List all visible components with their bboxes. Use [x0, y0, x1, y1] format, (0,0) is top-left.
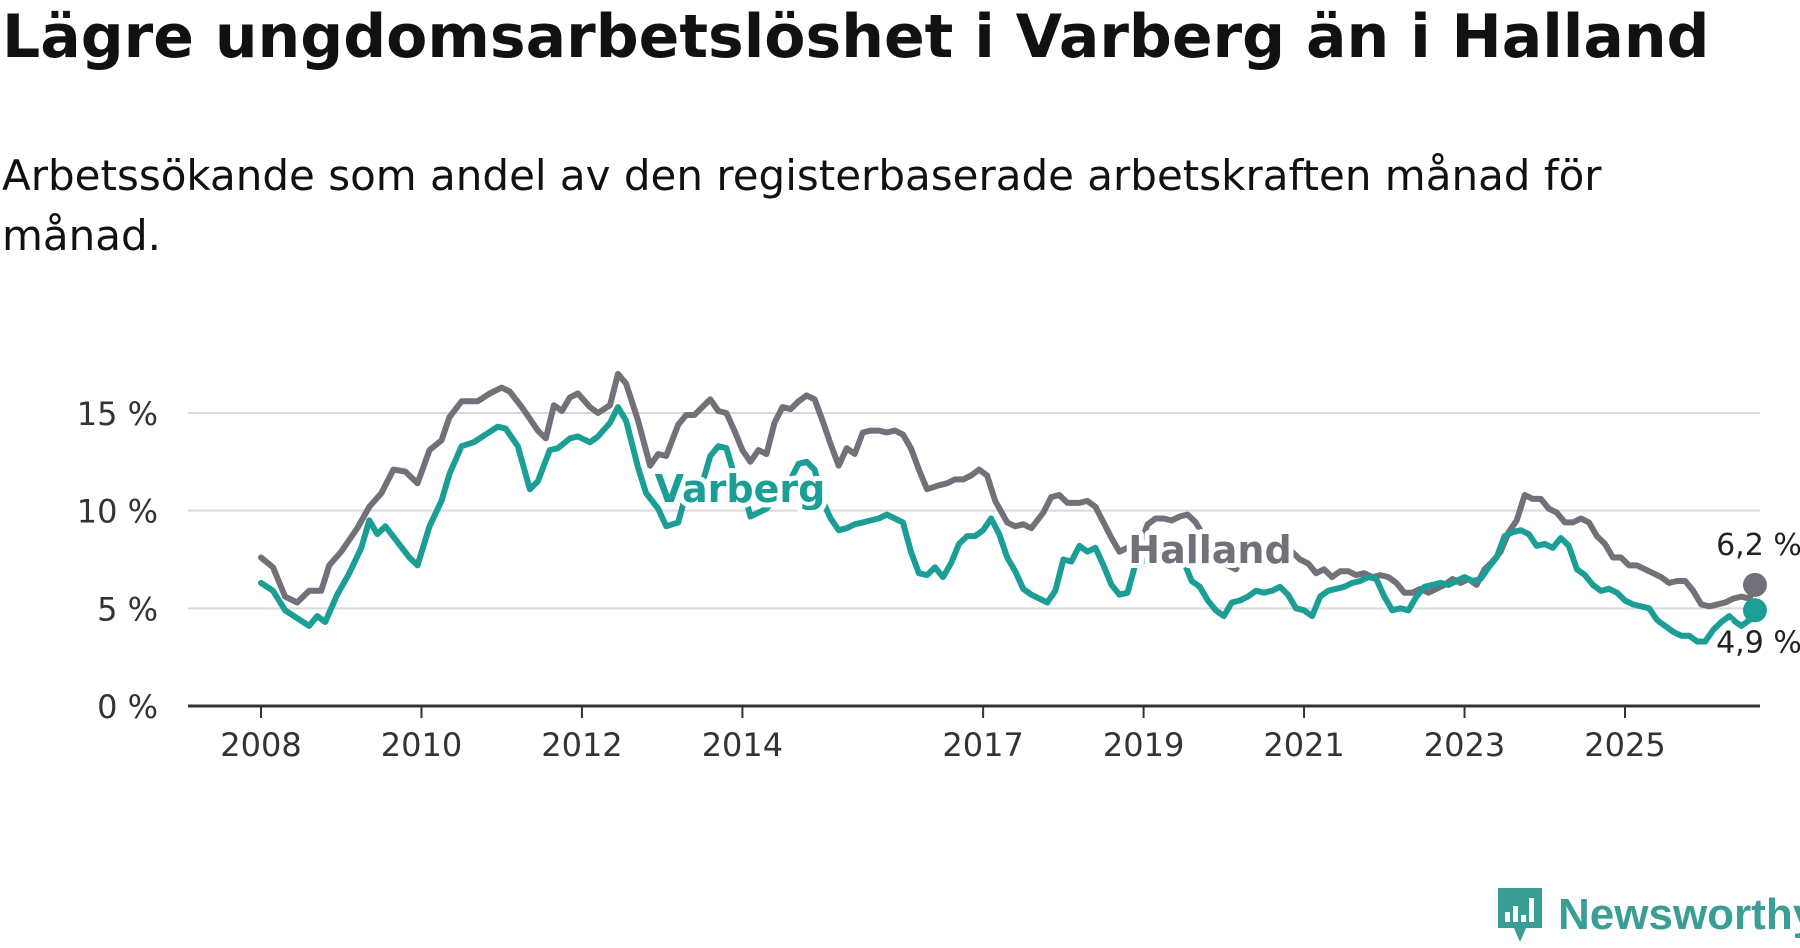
- x-tick-label: 2025: [1584, 726, 1665, 764]
- series-line-varberg: [258, 404, 1758, 645]
- series-label-halland: Halland: [1128, 528, 1291, 572]
- x-axis-ticks: 2008 2010 2012 2014 2017 2019 2021 2023 2025: [220, 706, 1666, 764]
- y-tick-label: 10 %: [77, 493, 158, 531]
- end-marker-varberg: [1742, 598, 1767, 623]
- x-tick-label: 2019: [1103, 726, 1184, 764]
- y-tick-label: 15 %: [77, 395, 158, 433]
- y-axis-tick-labels: 0 % 5 % 10 % 15 %: [77, 395, 158, 726]
- end-value-label-halland: 6,2 %: [1716, 528, 1800, 563]
- x-tick-label: 2008: [220, 726, 301, 764]
- y-tick-label: 0 %: [97, 688, 158, 726]
- newsworthy-logo-icon: [1498, 888, 1542, 942]
- brand-name: Newsworthy: [1558, 890, 1800, 939]
- y-tick-label: 5 %: [97, 590, 158, 628]
- chart-subtitle: Arbetssökande som andel av den registerb…: [2, 151, 1602, 260]
- x-tick-label: 2023: [1424, 726, 1505, 764]
- end-marker-halland: [1742, 572, 1767, 597]
- chart-title: Lägre ungdomsarbetslöshet i Varberg än i…: [2, 2, 1710, 72]
- x-tick-label: 2021: [1263, 726, 1344, 764]
- x-tick-label: 2012: [541, 726, 622, 764]
- series-label-varberg: Varberg: [655, 467, 826, 511]
- x-tick-label: 2010: [381, 726, 462, 764]
- end-value-label-varberg: 4,9 %: [1716, 625, 1800, 660]
- x-tick-label: 2014: [702, 726, 783, 764]
- x-tick-label: 2017: [942, 726, 1023, 764]
- series-labels: Halland 6,2 % Varberg 4,9 %: [650, 462, 1800, 664]
- series-line-halland: [258, 370, 1758, 610]
- newsworthy-logo[interactable]: Newsworthy: [1494, 884, 1800, 946]
- grid-lines: [188, 412, 1760, 610]
- series-lines: [258, 370, 1767, 645]
